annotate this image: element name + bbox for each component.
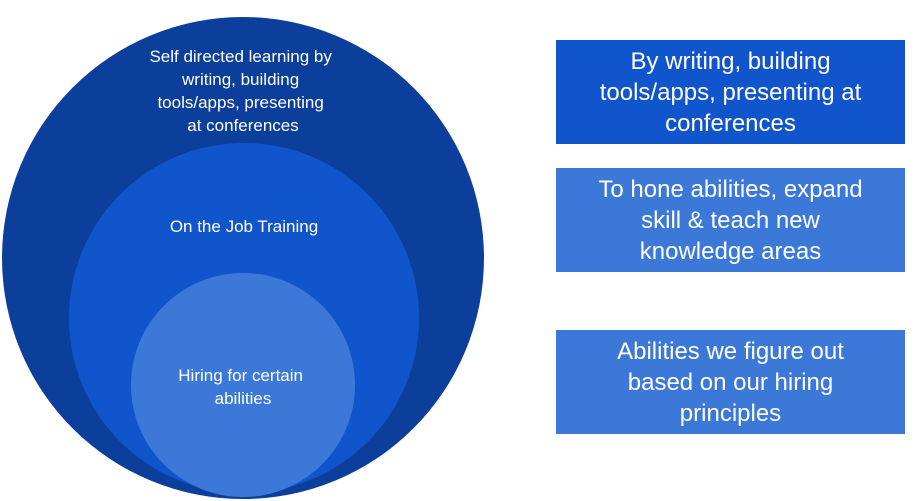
outer-label-line-1: Self directed learning by: [149, 47, 332, 66]
description-box-writing: By writing, building tools/apps, present…: [556, 40, 905, 144]
description-box-hone-abilities-text: To hone abilities, expand skill & teach …: [598, 175, 863, 265]
inner-circle: [131, 273, 355, 497]
middle-circle-label: On the Job Training: [170, 217, 318, 236]
description-box-hone-abilities: To hone abilities, expand skill & teach …: [556, 168, 905, 272]
outer-circle-label: Self directed learning by writing, build…: [149, 47, 336, 135]
outer-label-line-2: writing, building: [181, 70, 299, 89]
outer-label-line-4: at conferences: [187, 116, 299, 135]
description-box-hiring: Abilities we figure out based on our hir…: [556, 330, 905, 434]
outer-label-line-3: tools/apps, presenting: [157, 93, 323, 112]
inner-label-line-1: Hiring for certain: [178, 366, 303, 385]
inner-circle-label: Hiring for certain abilities: [178, 366, 307, 408]
description-box-hiring-text: Abilities we figure out based on our hir…: [617, 337, 844, 427]
description-box-writing-text: By writing, building tools/apps, present…: [599, 47, 862, 137]
inner-label-line-2: abilities: [215, 389, 272, 408]
